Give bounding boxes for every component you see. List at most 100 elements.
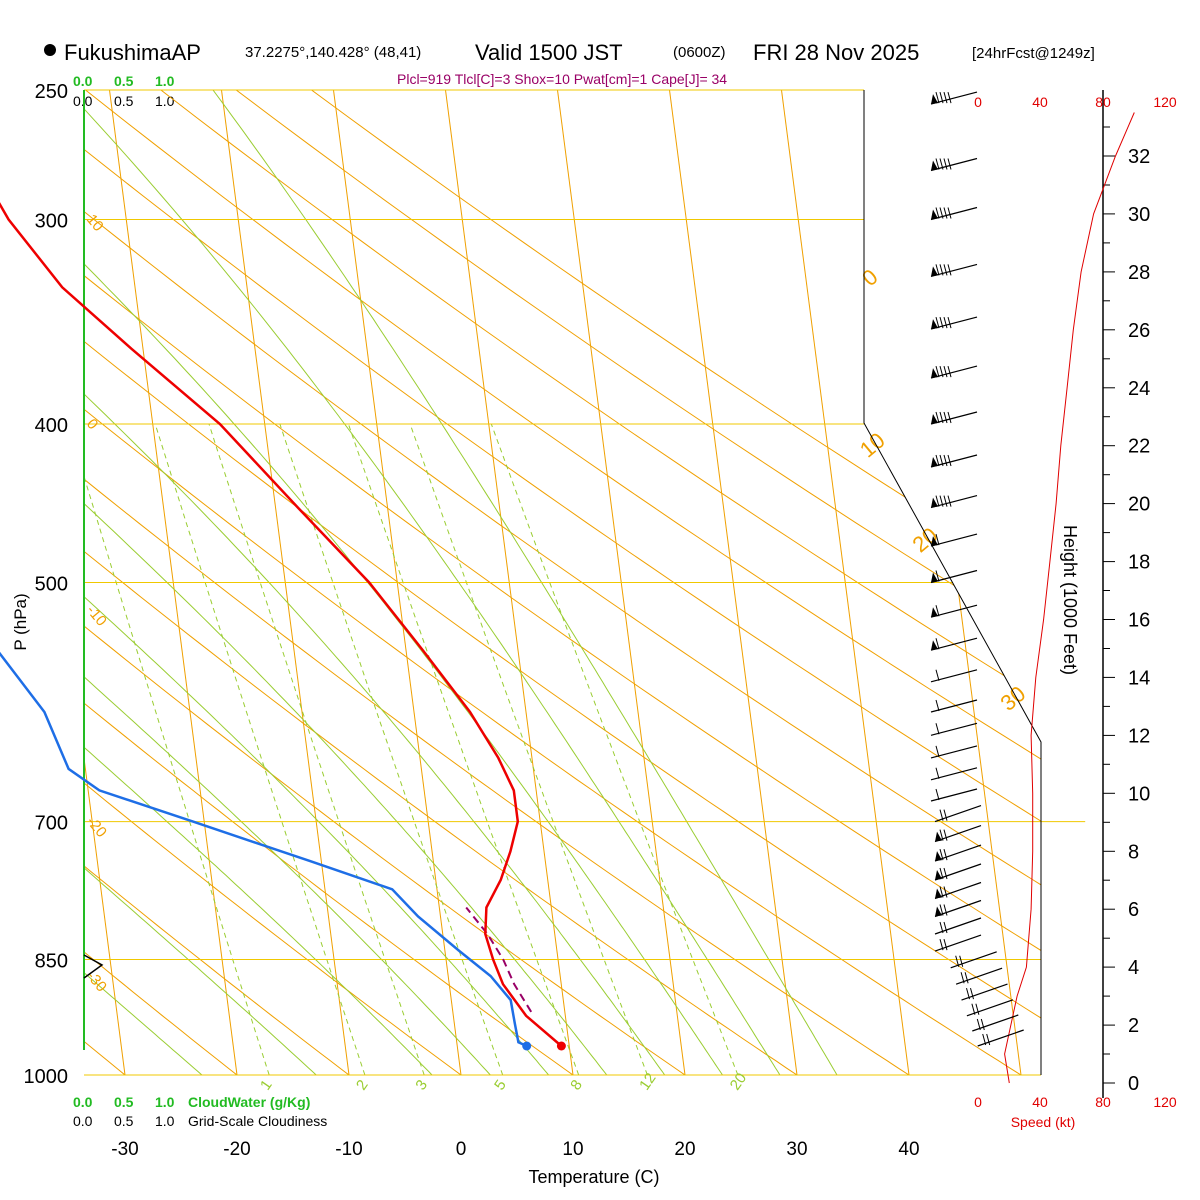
wind-barb-feather — [935, 454, 940, 467]
wind-barb-shaft — [934, 934, 982, 952]
wind-barb-feather — [947, 411, 952, 424]
wind-barb — [930, 206, 978, 221]
station-coords: 37.2275°,140.428° (48,41) — [245, 44, 421, 61]
dry-adiabat-line — [235, 90, 1041, 1075]
dry-adiabat-line — [84, 90, 1041, 1075]
wind-barb-feather — [943, 207, 948, 219]
speed-tick-label: 120 — [1153, 94, 1177, 110]
moist-adiabat-line — [84, 90, 802, 1075]
wind-barb — [930, 91, 978, 105]
wind-barbs — [930, 91, 1024, 1047]
wind-barb-feather — [939, 454, 944, 467]
moist-adiabat-line — [84, 90, 578, 1075]
cloudwater-label: CloudWater (g/Kg) — [188, 1094, 310, 1110]
height-tick-label: 30 — [1128, 204, 1150, 226]
temperature-profile-line — [0, 202, 563, 1047]
pressure-tick-label: 250 — [35, 81, 68, 103]
wind-barb-pennant — [935, 831, 942, 842]
mixing-ratio-label: 3 — [412, 1077, 431, 1094]
wind-barb-feather — [947, 207, 952, 219]
height-tick-label: 28 — [1128, 262, 1150, 284]
wind-barb-pennant — [931, 607, 938, 618]
moist-adiabat-line — [84, 90, 354, 1075]
wind-barb — [961, 983, 1008, 1001]
wind-barb-pennant — [931, 640, 938, 651]
wind-barb-feather — [939, 365, 944, 378]
wind-barb-feather — [935, 767, 940, 779]
wind-barb-feather — [939, 91, 944, 104]
wind-barb-feather — [935, 495, 940, 507]
wind-barb-feather — [947, 365, 952, 378]
wind-barb — [930, 788, 978, 802]
wind-barb — [955, 967, 1003, 985]
wind-barb-pennant — [935, 906, 942, 917]
wind-barb — [930, 669, 978, 683]
height-tick-label: 6 — [1128, 899, 1139, 921]
wind-barb-feather — [935, 699, 940, 712]
cloudwater-tick: 0.0 — [73, 1094, 93, 1110]
wind-barb-feather — [935, 570, 940, 582]
temperature-tick-label: 0 — [456, 1139, 467, 1160]
isotherm-label: -10 — [83, 602, 110, 630]
wind-barb-pennant — [931, 94, 938, 105]
wind-barb — [977, 1029, 1024, 1047]
wind-barb — [930, 157, 978, 172]
sounding-profiles — [0, 202, 566, 1051]
wind-barb-feather — [935, 365, 940, 378]
mixing-ratio-label: 1 — [257, 1077, 276, 1094]
speed-tick-label: 80 — [1095, 94, 1111, 110]
valid-date: FRI 28 Nov 2025 — [753, 40, 919, 65]
wind-barb-feather — [939, 848, 944, 861]
wind-barb-feather — [939, 867, 944, 880]
wind-speed-profile — [1004, 112, 1135, 1084]
wind-barb-feather — [943, 829, 948, 841]
wind-barb-feather — [943, 921, 948, 934]
height-tick-label: 12 — [1128, 725, 1150, 747]
wind-barb-pennant — [931, 319, 938, 330]
pressure-tick-label: 500 — [35, 574, 68, 596]
wind-barb-feather — [943, 158, 948, 170]
isotherm-label: 0 — [83, 416, 101, 433]
wind-barb-feather — [935, 264, 940, 276]
wind-barb-feather — [939, 886, 944, 898]
height-tick-label: 2 — [1128, 1015, 1139, 1037]
cloudiness-tick: 0.5 — [114, 93, 134, 109]
wind-barb-feather — [935, 745, 940, 758]
mixing-ratio-lines — [84, 423, 739, 1075]
dry-adiabat-line — [85, 90, 1041, 1075]
pressure-tick-label: 850 — [35, 951, 68, 973]
wind-barb — [934, 917, 982, 935]
speed-tick-label: 120 — [1153, 1094, 1177, 1110]
wind-speed-line — [1004, 112, 1135, 1084]
surface-temperature-marker — [556, 1041, 566, 1051]
isotherm-label: 10 — [83, 211, 107, 235]
pressure-tick-label: 700 — [35, 813, 68, 835]
height-tick-label: 26 — [1128, 320, 1150, 342]
wind-barb-pennant — [931, 536, 938, 547]
wind-barb-pennant — [931, 414, 938, 424]
mixing-ratio-line — [490, 423, 739, 1075]
speed-tick-label: 80 — [1095, 1094, 1111, 1110]
height-tick-label: 16 — [1128, 610, 1150, 632]
moist-adiabat-line — [84, 90, 242, 1075]
height-tick-label: 22 — [1128, 436, 1150, 458]
pressure-axis: 250 300 400 500 700 850 1000 — [24, 81, 69, 1088]
wind-barb-feather — [943, 809, 948, 821]
mixing-ratio-labels: 1 2 3 5 8 12 20 — [257, 1070, 750, 1093]
speed-tick-label: 0 — [974, 1094, 982, 1110]
moist-adiabat-line — [84, 90, 746, 1075]
moist-adiabat-line — [84, 90, 466, 1075]
parcel-profile-line — [465, 906, 533, 1013]
wind-barb — [934, 899, 982, 918]
dry-adiabat-line — [84, 90, 850, 1075]
wind-barb — [966, 999, 1014, 1017]
wind-barb-feather — [964, 972, 969, 984]
cloud-scale-bottom: 0.0 0.5 1.0 CloudWater (g/Kg) 0.0 0.5 1.… — [73, 1094, 327, 1129]
wind-barb-shaft — [934, 881, 982, 900]
wind-barb — [972, 1014, 1019, 1032]
cloudwater-tick: 1.0 — [155, 73, 175, 89]
dry-adiabat-line — [84, 90, 1041, 1075]
wind-barb-pennant — [931, 266, 938, 277]
